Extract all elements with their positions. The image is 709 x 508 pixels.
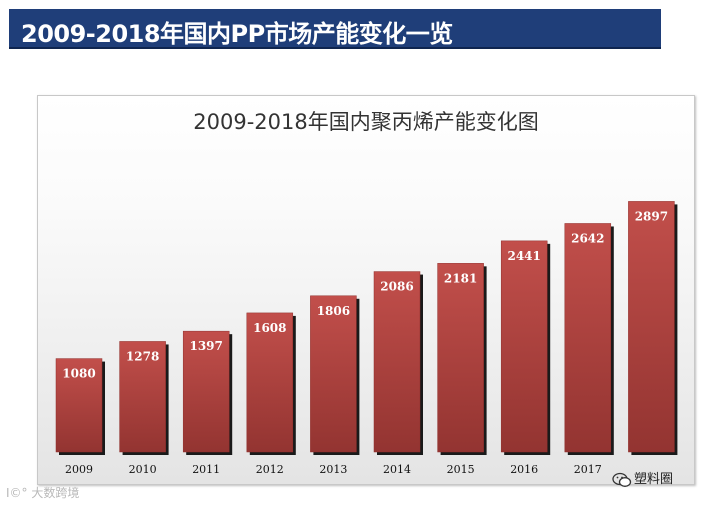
- watermark-right: 塑料圈: [612, 468, 673, 488]
- bar: [500, 240, 548, 453]
- banner-title: 2009-2018年国内PP市场产能变化一览: [21, 20, 453, 48]
- x-tick-label: 2015: [447, 463, 475, 476]
- data-label: 2086: [380, 280, 413, 294]
- chart-title: 2009-2018年国内聚丙烯产能变化图: [193, 110, 539, 134]
- x-tick-label: 2013: [319, 463, 347, 476]
- x-tick-label: 2014: [383, 463, 411, 476]
- bar: [437, 263, 484, 453]
- title-banner: 2009-2018年国内PP市场产能变化一览: [9, 9, 661, 49]
- x-tick-label: 2016: [510, 463, 538, 476]
- data-label: 1278: [126, 349, 159, 363]
- bar-chart: 1080 2009 1278 2010 1397 2011 1608 2012 1806 2013…: [55, 201, 678, 476]
- bar: [246, 312, 294, 453]
- chart-panel: 2009-2018年国内聚丙烯产能变化图 1080 2009 1278 2010 139…: [37, 95, 695, 485]
- x-tick-label: 2012: [256, 463, 284, 476]
- bar: [564, 223, 612, 453]
- watermark-left: I©° 大数跨境: [6, 486, 80, 500]
- data-label: 1608: [253, 321, 286, 335]
- data-label: 2441: [507, 249, 540, 263]
- bar: [182, 330, 230, 453]
- data-label: 1806: [317, 304, 350, 318]
- x-tick-label: 2010: [129, 463, 157, 476]
- bar: [55, 358, 103, 453]
- data-label: 2642: [571, 231, 604, 245]
- x-tick-label: 2011: [192, 463, 220, 476]
- bar: [628, 201, 675, 453]
- data-label: 1080: [62, 367, 95, 381]
- x-tick-label: 2017: [574, 463, 602, 476]
- data-label: 2897: [635, 209, 668, 223]
- bar: [310, 295, 357, 453]
- bar: [373, 271, 421, 453]
- x-tick-label: 2009: [65, 463, 93, 476]
- data-label: 1397: [189, 339, 222, 353]
- watermark-right-text: 塑料圈: [634, 472, 674, 487]
- data-label: 2181: [444, 271, 477, 285]
- wechat-icon: [612, 472, 632, 487]
- bar: [119, 341, 166, 453]
